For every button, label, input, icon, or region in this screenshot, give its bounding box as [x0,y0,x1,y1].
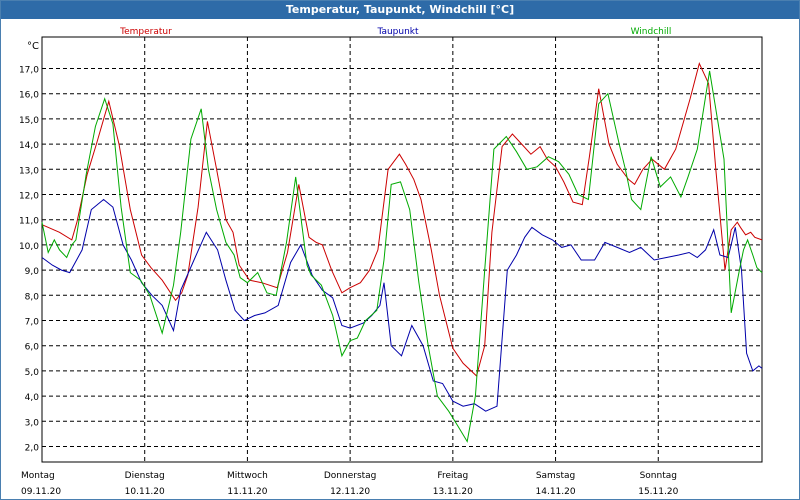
x-tick-date: 10.11.20 [125,487,165,497]
y-tick-label: 3,0 [25,418,40,428]
plot-area [41,36,763,463]
x-tick-day: Dienstag [125,471,165,481]
y-tick-label: 17,0 [19,66,39,76]
chart-title: Temperatur, Taupunkt, Windchill [°C] [1,1,799,19]
y-tick-label: 12,0 [19,192,39,202]
y-tick-label: 13,0 [19,166,39,176]
legend-temperatur: Temperatur [119,27,172,37]
y-tick-label: 15,0 [19,116,39,126]
x-tick-date: 15.11.20 [638,487,678,497]
x-tick-day: Freitag [437,471,468,481]
y-tick-label: 6,0 [25,343,40,353]
line-chart: 2,0 3,0 4,0 5,0 6,0 7,0 8,0 9,0 10,0 11,0 12,0 13,0… [19,27,763,497]
y-tick-label: 8,0 [25,292,40,302]
y-tick-label: 4,0 [25,393,40,403]
x-tick-day: Montag [21,471,55,481]
x-tick-day: Donnerstag [324,471,377,481]
x-tick-date: 13.11.20 [433,487,473,497]
y-tick-label: 10,0 [19,242,39,252]
legend-windchill: Windchill [631,27,672,37]
y-tick-label: 11,0 [19,217,39,227]
y-tick-label: 16,0 [19,91,39,101]
x-tick-day: Sonntag [640,471,677,481]
y-tick-label: 7,0 [25,318,40,328]
x-tick-date: 12.11.20 [330,487,370,497]
y-unit-label: °C [27,41,39,52]
y-tick-label: 14,0 [19,141,39,151]
y-tick-label: 2,0 [25,444,40,454]
series-line-taupunkt [41,198,763,412]
x-tick-date: 09.11.20 [21,487,61,497]
series-line-windchill [41,70,763,443]
x-tick-date: 11.11.20 [227,487,267,497]
x-tick-day: Samstag [536,471,575,481]
legend-taupunkt: Taupunkt [376,27,419,37]
y-tick-label: 5,0 [25,368,40,378]
x-tick-day: Mittwoch [227,471,268,481]
y-tick-label: 9,0 [25,267,40,277]
x-tick-date: 14.11.20 [536,487,576,497]
series-line-temperatur [41,62,763,377]
